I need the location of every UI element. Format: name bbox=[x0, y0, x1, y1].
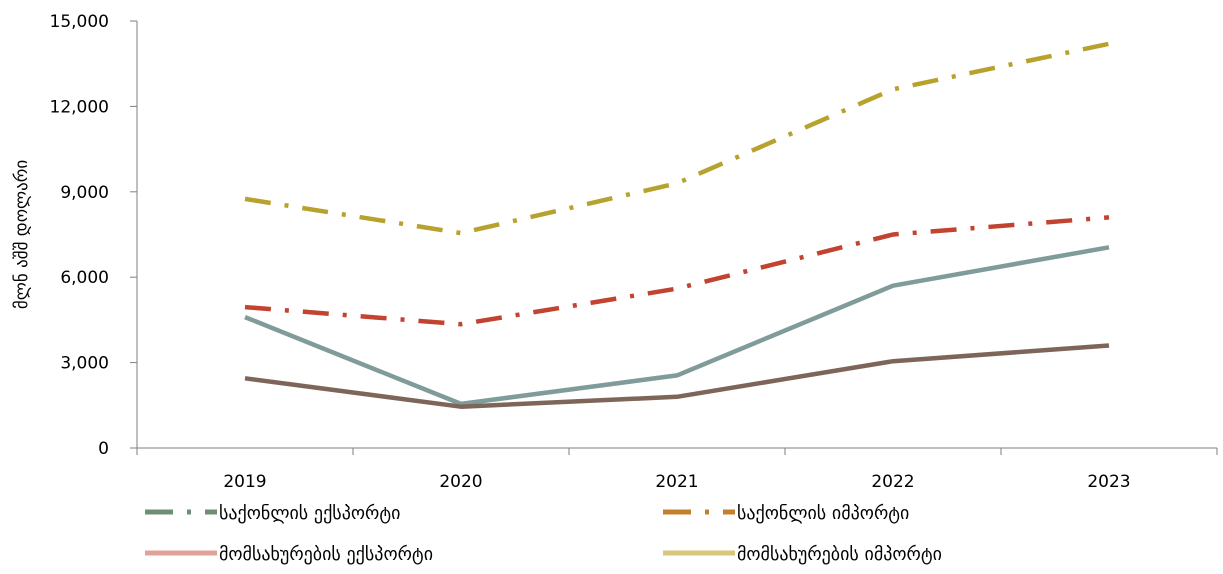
data-point-services_export bbox=[891, 359, 896, 364]
data-point-goods_import bbox=[891, 87, 896, 92]
y-tick-label: 0 bbox=[98, 439, 109, 459]
x-tick-label: 2022 bbox=[871, 472, 914, 492]
x-tick-label: 2023 bbox=[1087, 472, 1130, 492]
axes-layer bbox=[130, 20, 1218, 455]
data-point-services_export bbox=[1107, 343, 1112, 348]
x-tick-label: 2019 bbox=[223, 472, 266, 492]
series-line-goods_import bbox=[244, 41, 1110, 236]
y-axis-title: მლნ აშშ დოლარი bbox=[12, 160, 32, 309]
y-tick-label: 12,000 bbox=[50, 97, 109, 117]
series-line-services_export bbox=[244, 343, 1110, 409]
legend-item-services_import: მომსახურების იმპორტი bbox=[663, 544, 942, 565]
y-tick-label: 9,000 bbox=[60, 183, 109, 203]
data-point-goods_import bbox=[459, 231, 464, 236]
series-layer bbox=[243, 41, 1112, 409]
legend-label-goods_import: საქონლის იმპორტი bbox=[737, 503, 909, 524]
data-point-goods_import bbox=[243, 196, 248, 201]
data-point-services_export bbox=[459, 404, 464, 409]
data-point-services_import bbox=[1107, 215, 1112, 220]
legend-label-goods_export: საქონლის ექსპორტი bbox=[219, 503, 400, 524]
legend-item-services_export: მომსახურების ექსპორტი bbox=[145, 544, 433, 565]
data-point-goods_import bbox=[675, 181, 680, 186]
y-tick-label: 6,000 bbox=[60, 268, 109, 288]
legend-label-services_export: მომსახურების ექსპორტი bbox=[219, 544, 433, 565]
data-point-goods_export bbox=[891, 283, 896, 288]
y-tick-label: 3,000 bbox=[60, 354, 109, 374]
labels-layer: 0 3,000 6,000 9,000 12,000 15,000 2019 2020 2021… bbox=[12, 12, 1131, 492]
data-point-goods_export bbox=[675, 373, 680, 378]
data-point-services_import bbox=[459, 322, 464, 327]
data-point-goods_export bbox=[1107, 245, 1112, 250]
legend-item-goods_import: საქონლის იმპორტი bbox=[663, 503, 909, 524]
legend-item-goods_export: საქონლის ექსპორტი bbox=[145, 503, 400, 524]
y-tick-label: 15,000 bbox=[50, 12, 109, 32]
data-point-services_import bbox=[675, 286, 680, 291]
data-point-goods_import bbox=[1107, 41, 1112, 46]
legend-label-services_import: მომსახურების იმპორტი bbox=[737, 544, 942, 565]
legend: საქონლის ექსპორტი საქონლის იმპორტი მომსახუ… bbox=[145, 503, 942, 565]
series-line-goods_export bbox=[244, 245, 1110, 407]
data-point-services_import bbox=[243, 305, 248, 310]
x-tick-label: 2021 bbox=[655, 472, 698, 492]
data-point-services_import bbox=[891, 232, 896, 237]
data-point-services_export bbox=[243, 376, 248, 381]
x-tick-label: 2020 bbox=[439, 472, 482, 492]
data-point-goods_export bbox=[243, 315, 248, 320]
data-point-services_export bbox=[675, 394, 680, 399]
